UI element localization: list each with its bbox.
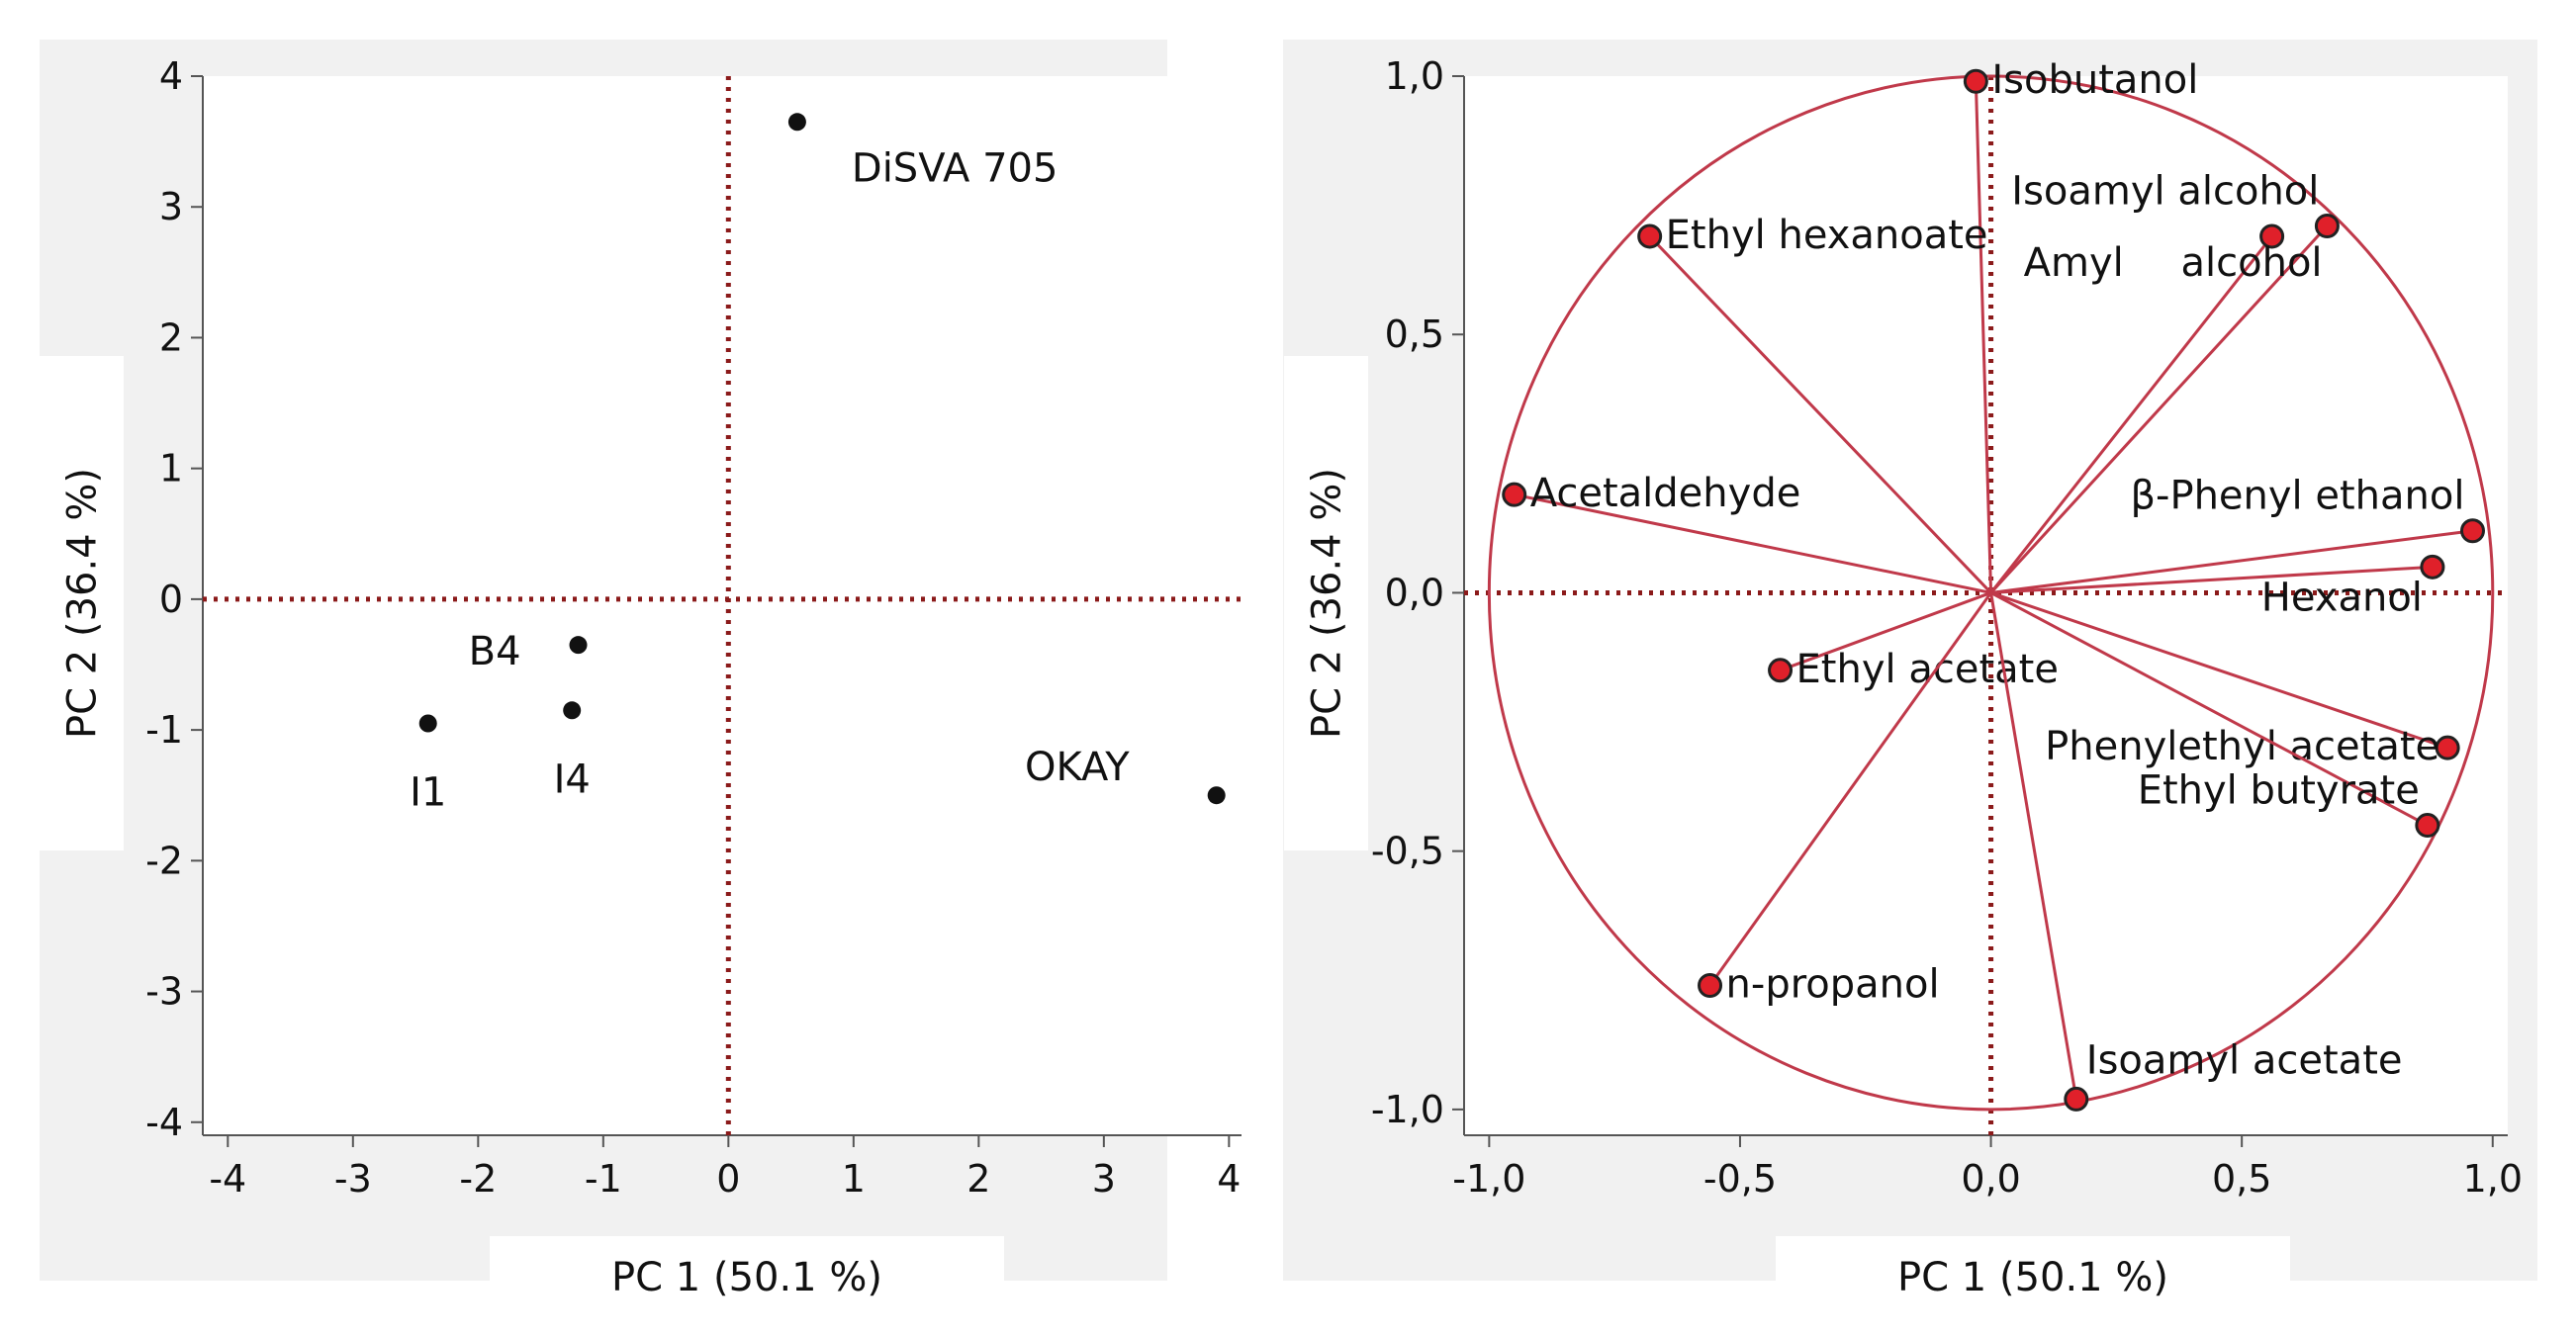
loading-vector bbox=[1990, 529, 2473, 594]
y-tick-label: -1,0 bbox=[1371, 1088, 1444, 1131]
loading-point-label: Amyl alcohol bbox=[2024, 240, 2323, 286]
loading-point-label: Ethyl butyrate bbox=[2138, 768, 2420, 814]
x-axis-title: PC 1 (50.1 %) bbox=[1897, 1255, 2168, 1300]
loading-point bbox=[2415, 813, 2440, 839]
loading-point bbox=[1768, 658, 1794, 683]
y-tick-label: -2 bbox=[145, 839, 183, 882]
y-tick-label: 0,5 bbox=[1385, 312, 1444, 356]
x-tick-label: 0 bbox=[716, 1157, 740, 1201]
plot-area bbox=[203, 76, 1242, 1135]
loading-point-label: Isoamyl acetate bbox=[2086, 1037, 2403, 1083]
loading-vector bbox=[1974, 81, 1993, 593]
unit-circle bbox=[1487, 74, 2495, 1112]
score-point-label: I4 bbox=[554, 757, 591, 802]
x-tick-label: 2 bbox=[966, 1157, 990, 1201]
loading-point bbox=[1963, 68, 1988, 94]
y-tick-label: 0,0 bbox=[1385, 571, 1444, 614]
y-axis-title-box bbox=[1284, 356, 1368, 850]
y-tick-label: 1,0 bbox=[1385, 54, 1444, 98]
loading-point bbox=[2064, 1086, 2089, 1112]
loading-vector bbox=[1514, 492, 1991, 594]
x-axis-title-box bbox=[1776, 1236, 2290, 1317]
loading-point-label: n-propanol bbox=[1726, 961, 1940, 1007]
loading-vector bbox=[1989, 592, 2078, 1100]
y-tick-label: 0 bbox=[159, 578, 183, 621]
loading-plot-panel: 1,0 0,5 0,0 -0,5 -1,0-1,0 -0,5 0,0 0,5 1,0 PC 1 (… bbox=[1283, 40, 2537, 1317]
score-point bbox=[1207, 786, 1226, 805]
score-point bbox=[569, 636, 588, 655]
x-tick-label: 1,0 bbox=[2463, 1157, 2523, 1201]
y-tick-label: 1 bbox=[159, 447, 183, 491]
loading-vector bbox=[1990, 591, 2448, 750]
loading-point bbox=[1698, 972, 1723, 998]
x-tick-label: -4 bbox=[209, 1157, 246, 1201]
loading-point-label: β-Phenyl ethanol bbox=[2130, 474, 2464, 519]
loading-vector bbox=[1648, 234, 1992, 594]
loading-vector bbox=[1989, 235, 2273, 594]
loading-point bbox=[2314, 214, 2340, 239]
x-tick-label: -1 bbox=[585, 1157, 622, 1201]
score-point-label: B4 bbox=[469, 629, 521, 674]
loading-point-label: Isoamyl alcohol bbox=[2011, 169, 2319, 215]
loading-point-label: Ethyl acetate bbox=[1796, 647, 2059, 692]
y-axis-title-box bbox=[40, 356, 124, 850]
score-plot-panel: 4 3 2 1 0 -1 -2 -3 -4 -4 -3 -2 -1 0 1 2 3 4 PC 1 (50.1 %) P… bbox=[40, 40, 1242, 1317]
x-axis-title-box bbox=[490, 1236, 1004, 1317]
loading-point-label: Ethyl hexanoate bbox=[1666, 213, 1988, 258]
loading-point bbox=[2459, 518, 2485, 544]
y-tick-label: 4 bbox=[159, 54, 183, 98]
loading-point-label: Isobutanol bbox=[1991, 57, 2198, 103]
x-tick-label: 0,0 bbox=[1961, 1157, 2020, 1201]
score-point-label: OKAY bbox=[1025, 745, 1130, 790]
score-point-label: I1 bbox=[410, 770, 446, 816]
loading-point bbox=[1502, 482, 1527, 507]
score-point-label: DiSVA 705 bbox=[852, 145, 1058, 191]
score-point bbox=[418, 714, 437, 733]
loading-point bbox=[2420, 554, 2445, 580]
loading-point-label: Hexanol bbox=[2261, 575, 2423, 620]
loading-vector bbox=[1708, 591, 1992, 987]
score-point bbox=[787, 113, 806, 132]
x-tick-label: -3 bbox=[334, 1157, 372, 1201]
loading-vector bbox=[1780, 591, 1992, 672]
loading-point bbox=[2435, 735, 2460, 760]
loading-point-label: Phenylethyl acetate bbox=[2045, 724, 2439, 769]
loading-point-label: Acetaldehyde bbox=[1530, 471, 1801, 516]
y-tick-label: -1 bbox=[145, 708, 183, 752]
y-axis-title: PC 2 (36.4 %) bbox=[1305, 468, 1350, 739]
loading-point bbox=[2259, 223, 2285, 249]
loading-vector bbox=[1989, 591, 2429, 827]
y-tick-label: 3 bbox=[159, 185, 183, 228]
score-point bbox=[563, 701, 582, 720]
loading-vector bbox=[1990, 565, 2434, 594]
y-tick-label: 2 bbox=[159, 315, 183, 359]
loading-vector bbox=[1989, 224, 2329, 594]
x-tick-label: -1,0 bbox=[1452, 1157, 1525, 1201]
y-tick-label: -0,5 bbox=[1371, 830, 1444, 873]
x-axis-title: PC 1 (50.1 %) bbox=[611, 1255, 882, 1300]
x-tick-label: -0,5 bbox=[1703, 1157, 1777, 1201]
y-axis-title: PC 2 (36.4 %) bbox=[60, 468, 106, 739]
x-tick-label: 3 bbox=[1092, 1157, 1116, 1201]
loading-point bbox=[1637, 223, 1663, 249]
y-tick-label: -3 bbox=[145, 970, 183, 1014]
y-tick-label: -4 bbox=[145, 1101, 183, 1144]
x-tick-label: 1 bbox=[842, 1157, 866, 1201]
x-tick-label: 4 bbox=[1217, 1157, 1241, 1201]
x-tick-label: -2 bbox=[459, 1157, 497, 1201]
x-tick-label: 0,5 bbox=[2212, 1157, 2271, 1201]
